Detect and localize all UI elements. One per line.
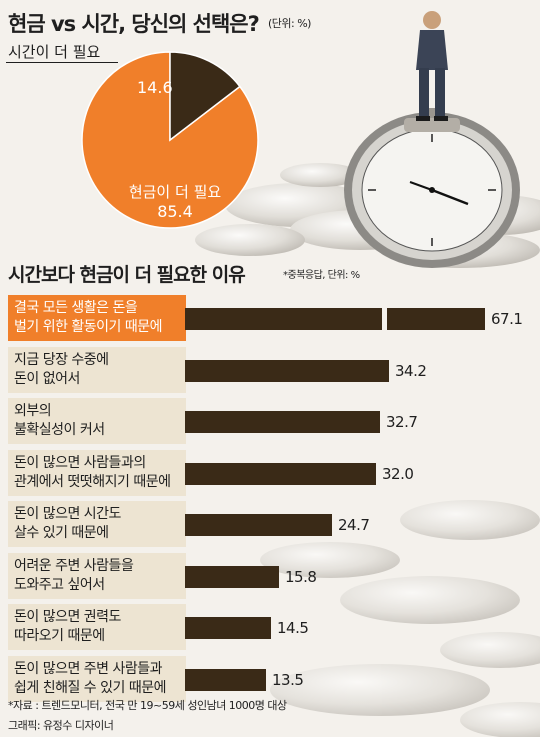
bar [185,359,389,382]
bar-axis-break [382,308,387,330]
bar-value-label: 24.7 [338,516,370,534]
bar-label-line1: 돈이 많으면 권력도 [14,609,121,625]
bar-label-line1: 어려운 주변 사람들을 [14,557,134,574]
bar-label-line2: 관계에서 떳떳해지기 때문에 [14,473,171,490]
bar-label-line2: 벌기 위한 활동이기 때문에 [14,319,163,335]
pie-cash-label: 현금이 더 필요 [128,183,222,201]
bar-label-line1: 돈이 많으면 주변 사람들과 [14,660,163,677]
chart-title: 현금 vs 시간, 당신의 선택은? [8,12,260,36]
bar-label-line1: 지금 당장 수중에 [14,351,109,368]
section-unit: *중복응답, 단위: % [283,270,360,281]
bar-label-line1: 돈이 많으면 사람들과의 [14,454,146,471]
source-note: *자료 : 트렌드모니터, 전국 만 19~59세 성인남녀 1000명 대상 [8,699,287,712]
bar-label-line2: 불확실성이 커서 [14,422,105,438]
bar [185,617,271,639]
bar-label-line2: 따라오기 때문에 [14,628,105,644]
bar-label-line2: 쉽게 친해질 수 있기 때문에 [14,679,166,696]
bar-label-line2: 살수 있기 때문에 [14,525,109,541]
bar-value-label: 67.1 [491,310,523,328]
unit-label: (단위: %) [268,17,311,30]
bar [185,514,332,536]
bar [185,308,485,330]
coin-pile-bottom [260,500,540,737]
pocket-watch-icon [344,108,520,268]
bar-label-line1: 외부의 [14,403,52,419]
bar-label-line1: 결국 모든 생활은 돈을 [14,300,138,316]
pie-cash-value: 85.4 [157,202,193,221]
credit-note: 그래픽: 유정수 디자이너 [8,719,114,732]
businessman-icon [416,11,448,121]
pie-time-legend: 시간이 더 필요 [8,43,101,61]
bar [185,411,380,433]
bar-value-label: 15.8 [285,567,317,586]
section-title: 시간보다 현금이 더 필요한 이유 [8,264,246,286]
bar-label-line2: 돈이 없어서 [14,370,80,387]
bar-label-line1: 돈이 많으면 시간도 [14,506,121,522]
bar-value-label: 32.0 [382,464,414,483]
bar [185,668,266,691]
legend-rule [6,62,118,63]
bar-value-label: 32.7 [386,413,418,431]
pie-slice-time [169,51,241,142]
bar [185,565,279,588]
bar-value-label: 14.5 [277,619,309,637]
bar-label-line2: 도와주고 싶어서 [14,576,105,593]
bar [185,462,376,485]
pie-time-value: 14.6 [137,78,173,97]
pie-chart [81,51,259,229]
bar-value-label: 13.5 [272,670,304,689]
bar-value-label: 34.2 [395,361,427,380]
